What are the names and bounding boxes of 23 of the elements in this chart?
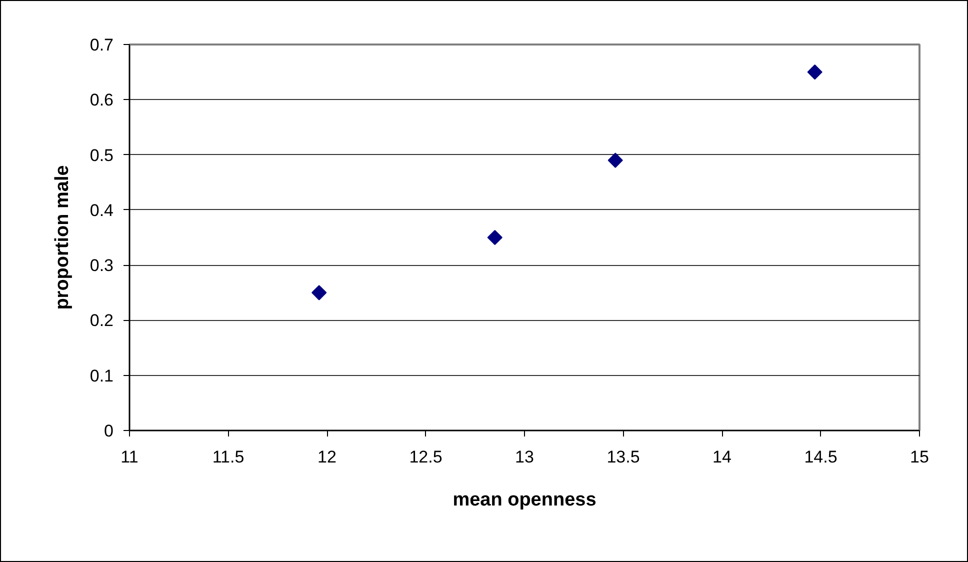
- point: [608, 152, 623, 168]
- x-tick-label: 14.5: [804, 448, 838, 466]
- point: [312, 285, 327, 300]
- point: [487, 230, 502, 246]
- x-tick-label: 11: [120, 448, 138, 466]
- x-axis-title: mean openness: [452, 490, 596, 510]
- x-tick-label: 12.5: [409, 448, 442, 466]
- y-tick-label: 0.5: [90, 146, 114, 165]
- x-tick-label: 15: [910, 448, 929, 466]
- y-tick-label: 0.3: [90, 256, 114, 276]
- x-tick-label: 12: [318, 448, 336, 466]
- y-tick-label: 0.2: [90, 311, 114, 330]
- y-tick-label: 0.4: [90, 200, 114, 220]
- y-tick-label: 0.6: [90, 90, 114, 110]
- x-tick-label: 13.5: [606, 448, 640, 466]
- y-tick-label: 0.1: [90, 366, 114, 386]
- y-tick-label: 0.7: [90, 36, 114, 54]
- x-tick-label: 11.5: [212, 448, 244, 466]
- x-tick-label: 13: [515, 448, 534, 466]
- y-tick-label: 0: [104, 422, 114, 440]
- y-axis-title: proportion male: [52, 165, 73, 310]
- x-tick-label: 14: [712, 448, 732, 466]
- point: [807, 64, 822, 80]
